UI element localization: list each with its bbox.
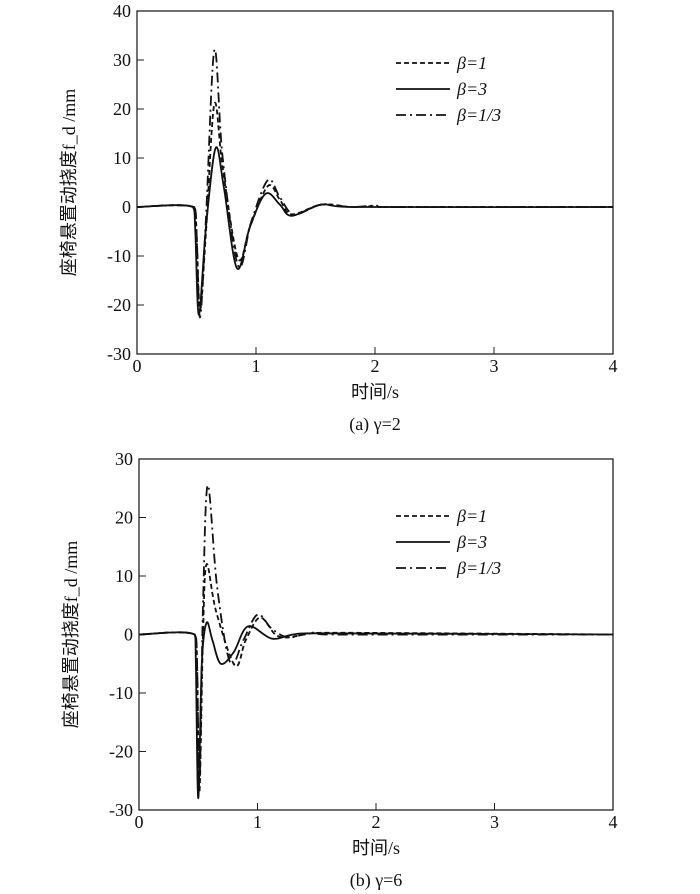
y-axis-label: 座椅悬置动挠度f_d /mm bbox=[61, 541, 81, 729]
legend-label: β=1/3 bbox=[456, 105, 501, 125]
subplot-a: 0 1 2 3 4 -30 -20 -10 0 10 20 30 40 时间/s (a) γ=2 座椅悬置动挠… bbox=[59, 1, 618, 435]
y-tick-label: -30 bbox=[107, 344, 131, 364]
y-tick-label: 30 bbox=[115, 449, 133, 469]
y-tick-label: -20 bbox=[107, 295, 131, 315]
x-tick-label: 0 bbox=[135, 812, 144, 832]
subplot-b: 0 1 2 3 4 -30 -20 -10 0 10 20 30 时间/s (b) γ=6 座椅悬置动挠度f… bbox=[61, 449, 618, 891]
x-tick-label: 1 bbox=[253, 812, 262, 832]
subplot-caption: (a) γ=2 bbox=[349, 414, 401, 435]
y-tick-label: 0 bbox=[124, 625, 133, 645]
y-tick-label: -10 bbox=[107, 246, 131, 266]
y-tick-label: -30 bbox=[109, 800, 133, 820]
y-tick-label: 0 bbox=[122, 197, 131, 217]
y-tick-label: -10 bbox=[109, 683, 133, 703]
x-axis-label: 时间/s bbox=[351, 382, 399, 402]
legend-label: β=1 bbox=[456, 506, 487, 526]
x-tick-label: 4 bbox=[609, 812, 618, 832]
y-tick-label: 20 bbox=[113, 99, 131, 119]
series-line-0 bbox=[138, 563, 614, 794]
y-axis-label: 座椅悬置动挠度f_d /mm bbox=[59, 89, 79, 277]
x-tick-label: 2 bbox=[371, 356, 380, 376]
series-line-1 bbox=[138, 621, 614, 800]
y-tick-label: 30 bbox=[113, 50, 131, 70]
y-tick-label: 20 bbox=[115, 508, 133, 528]
series-line-2 bbox=[136, 48, 614, 319]
x-tick-label: 0 bbox=[133, 356, 142, 376]
series-line-1 bbox=[136, 146, 614, 316]
y-tick-label: 10 bbox=[115, 566, 133, 586]
legend-label: β=3 bbox=[456, 79, 487, 99]
x-tick-label: 2 bbox=[372, 812, 381, 832]
x-tick-label: 4 bbox=[609, 356, 618, 376]
y-tick-label: 10 bbox=[113, 148, 131, 168]
legend-label: β=1 bbox=[456, 53, 487, 73]
x-tick-label: 1 bbox=[252, 356, 261, 376]
subplot-caption: (b) γ=6 bbox=[350, 870, 403, 891]
y-tick-label: -20 bbox=[109, 742, 133, 762]
x-tick-label: 3 bbox=[490, 356, 499, 376]
legend-label: β=1/3 bbox=[456, 558, 501, 578]
series-line-2 bbox=[138, 484, 614, 788]
y-tick-label: 40 bbox=[113, 1, 131, 21]
x-axis-label: 时间/s bbox=[352, 838, 400, 858]
x-tick-label: 3 bbox=[490, 812, 499, 832]
legend-label: β=3 bbox=[456, 532, 487, 552]
